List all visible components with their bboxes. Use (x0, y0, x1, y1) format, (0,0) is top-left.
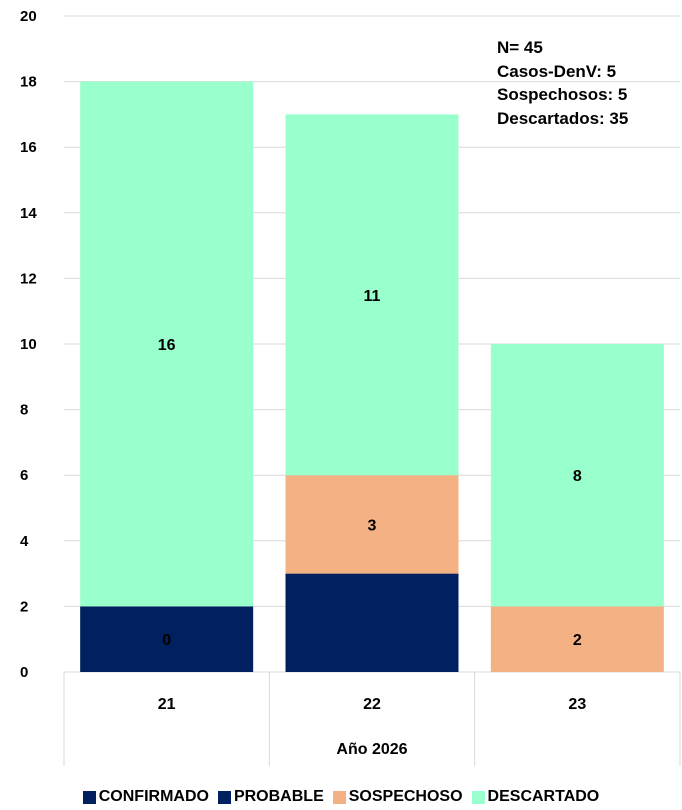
legend-item-probable: PROBABLE (217, 788, 324, 806)
data-label-descartado-22: 11 (364, 288, 381, 305)
y-tick-label-10: 10 (20, 336, 37, 353)
y-tick-label-18: 18 (20, 74, 37, 91)
suspected-cases-text: Sospechosos: 5 (497, 85, 628, 104)
legend-swatch-descartado (471, 790, 485, 804)
y-tick-label-2: 2 (20, 598, 28, 615)
legend-item-sospechoso: SOSPECHOSO (332, 788, 463, 806)
y-tick-label-6: 6 (20, 467, 28, 484)
total-count-text: N= 45 (497, 38, 543, 57)
bar-probable-22 (285, 573, 459, 672)
legend-swatch-confirmado (82, 790, 96, 804)
legend-label-probable: PROBABLE (233, 788, 324, 805)
y-tick-label-20: 20 (20, 8, 37, 25)
y-tick-label-14: 14 (20, 205, 37, 222)
bar-probable-21 (80, 606, 254, 672)
data-label-sospechoso-23: 2 (573, 632, 582, 649)
x-tick-label-21: 21 (158, 696, 176, 713)
x-tick-label-23: 23 (568, 696, 586, 713)
y-tick-label-0: 0 (20, 664, 28, 681)
bar-descartado-22 (285, 114, 459, 476)
legend-item-descartado: DESCARTADO (471, 788, 600, 806)
dengue-cases-text: Casos-DenV: 5 (497, 61, 617, 81)
bar-descartado-23 (490, 344, 664, 607)
y-tick-label-12: 12 (20, 270, 37, 287)
legend-label-sospechoso: SOSPECHOSO (348, 788, 463, 805)
discarded-cases-text: Descartados: 35 (497, 108, 629, 128)
bar-sospechoso-22 (285, 475, 459, 574)
x-tick-label-22: 22 (363, 696, 381, 713)
chart-legend: CONFIRMADO PROBABLE SOSPECHOSO DESCARTAD… (0, 788, 682, 806)
summary-annotation: N= 45 Casos-DenV: 5 Sospechosos: 5 Desca… (497, 36, 628, 130)
y-tick-label-16: 16 (20, 139, 37, 156)
x-axis-title: Año 2026 (336, 741, 407, 758)
legend-item-confirmado: CONFIRMADO (82, 788, 209, 806)
y-tick-label-8: 8 (20, 402, 28, 419)
bar-sospechoso-23 (490, 606, 664, 672)
bar-descartado-21 (80, 81, 254, 607)
legend-swatch-sospechoso (332, 790, 346, 804)
legend-swatch-probable (217, 790, 231, 804)
legend-label-confirmado: CONFIRMADO (98, 788, 209, 805)
data-label-descartado-23: 8 (573, 468, 582, 485)
data-label-sospechoso-22: 3 (368, 517, 377, 534)
y-tick-label-4: 4 (20, 533, 29, 550)
data-label-probable-21: 0 (162, 632, 171, 649)
data-label-descartado-21: 16 (158, 337, 176, 354)
legend-label-descartado: DESCARTADO (487, 788, 600, 805)
